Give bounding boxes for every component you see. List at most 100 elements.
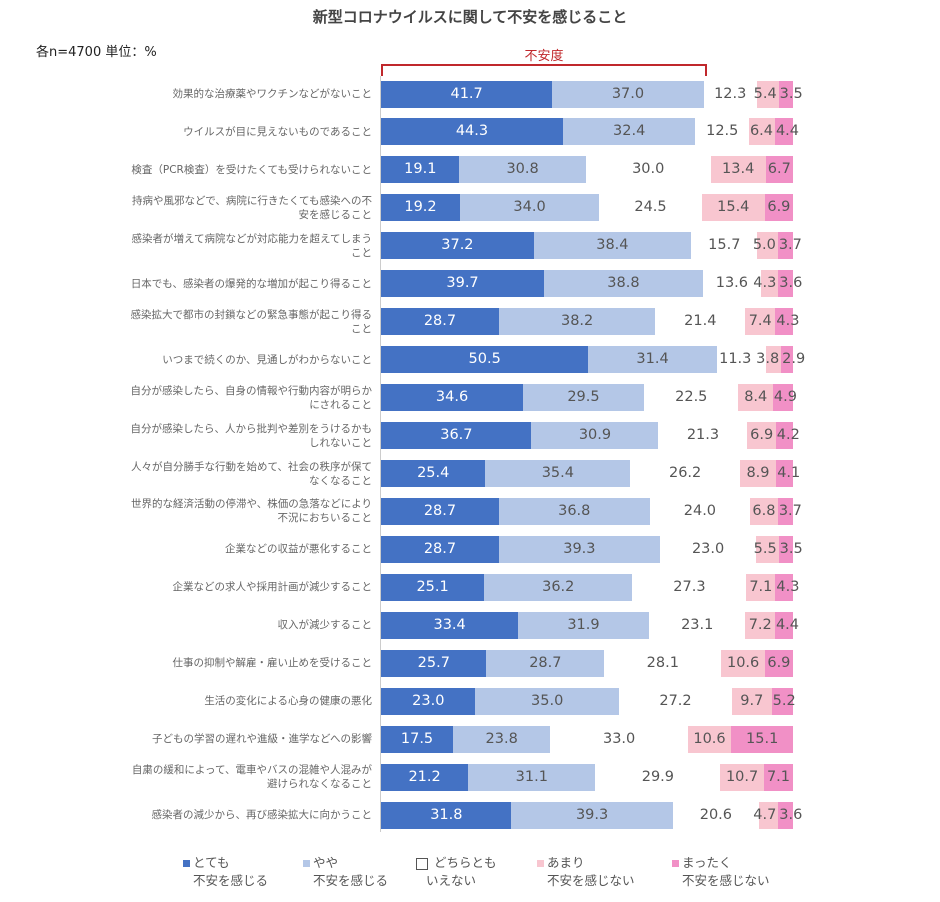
category-label: 自分が感染したら、自身の情報や行動内容が明らかにされること (130, 384, 373, 411)
somewhat-anxious-bar (522, 384, 644, 412)
somewhat-anxious-value-label: 35.0 (531, 692, 564, 709)
legend-swatch (303, 860, 310, 867)
neutral-value-label: 27.2 (659, 692, 692, 709)
somewhat-anxious-value-label: 38.2 (560, 313, 594, 330)
not-at-all-anxious-value-label: 3.5 (779, 85, 803, 102)
somewhat-anxious-value-label: 36.8 (558, 502, 591, 519)
very-anxious-bar (381, 460, 486, 487)
not-at-all-anxious-bar (774, 611, 793, 639)
not-very-anxious-bar (760, 270, 779, 298)
somewhat-anxious-bar (562, 118, 696, 146)
very-anxious-value-label: 28.7 (423, 540, 457, 557)
not-very-anxious-value-label: 10.6 (726, 654, 760, 671)
not-at-all-anxious-bar (764, 194, 793, 222)
category-label: いつまで続くのか、見通しがわからないこと (162, 353, 372, 366)
legend-item: あまり不安を感じない (537, 854, 635, 890)
very-anxious-value-label: 17.5 (400, 730, 434, 747)
not-at-all-anxious-value-label: 15.1 (746, 730, 779, 747)
very-anxious-value-label: 28.7 (423, 502, 457, 519)
somewhat-anxious-value-label: 39.3 (575, 806, 609, 823)
somewhat-anxious-bar (467, 763, 596, 791)
not-very-anxious-bar (749, 497, 778, 525)
not-at-all-anxious-bar (771, 687, 793, 715)
not-at-all-anxious-value-label: 6.7 (767, 161, 791, 178)
very-anxious-bar (381, 118, 563, 146)
somewhat-anxious-bar (511, 801, 673, 829)
somewhat-anxious-value-label: 30.9 (578, 427, 612, 444)
neutral-value-label: 24.0 (683, 502, 717, 519)
not-at-all-anxious-value-label: 4.1 (777, 465, 801, 481)
very-anxious-bar (381, 497, 499, 525)
not-at-all-anxious-value-label: 6.9 (767, 199, 791, 216)
somewhat-anxious-bar (498, 497, 650, 525)
not-at-all-anxious-bar (774, 118, 793, 146)
not-very-anxious-value-label: 6.4 (749, 123, 774, 140)
legend-label: 不安を感じない (547, 873, 635, 888)
not-very-anxious-value-label: 9.7 (740, 692, 764, 709)
very-anxious-value-label: 36.7 (440, 427, 473, 444)
legend-label: 不安を感じる (193, 873, 269, 888)
very-anxious-bar (381, 232, 534, 260)
not-very-anxious-value-label: 5.0 (752, 237, 776, 254)
not-at-all-anxious-value-label: 4.9 (773, 389, 797, 406)
not-at-all-anxious-bar (778, 801, 793, 829)
not-at-all-anxious-value-label: 5.2 (772, 692, 796, 709)
somewhat-anxious-value-label: 39.3 (563, 540, 596, 557)
very-anxious-value-label: 19.2 (404, 199, 437, 216)
legend-swatch (183, 860, 190, 867)
not-at-all-anxious-bar (731, 725, 793, 753)
very-anxious-value-label: 33.4 (433, 616, 466, 633)
not-very-anxious-value-label: 10.6 (693, 730, 726, 747)
category-label: 生活の変化による心身の健康の悪化 (204, 695, 372, 708)
somewhat-anxious-bar (483, 573, 633, 601)
somewhat-anxious-value-label: 38.4 (596, 237, 629, 254)
not-at-all-anxious-bar (775, 573, 793, 601)
not-very-anxious-bar (756, 535, 779, 563)
somewhat-anxious-bar (517, 611, 649, 639)
legend-label: 不安を感じる (313, 873, 389, 888)
somewhat-anxious-bar (551, 80, 704, 108)
somewhat-anxious-value-label: 28.7 (529, 654, 562, 671)
neutral-value-label: 22.5 (675, 389, 708, 406)
not-at-all-anxious-bar (778, 535, 793, 563)
not-very-anxious-value-label: 13.4 (722, 161, 755, 178)
very-anxious-value-label: 37.2 (441, 237, 474, 254)
very-anxious-bar (381, 80, 552, 108)
category-label: 効果的な治療薬やワクチンなどがないこと (172, 88, 373, 100)
somewhat-anxious-value-label: 31.4 (636, 351, 669, 368)
legend-swatch (537, 860, 544, 867)
legend-item: とても 不安を感じる (183, 854, 268, 890)
somewhat-anxious-value-label: 30.8 (506, 161, 539, 178)
somewhat-anxious-value-label: 34.0 (513, 199, 546, 216)
very-anxious-value-label: 50.5 (468, 351, 501, 368)
not-very-anxious-bar (710, 156, 766, 184)
somewhat-anxious-value-label: 38.8 (607, 275, 640, 292)
very-anxious-bar (381, 801, 512, 829)
not-very-anxious-bar (757, 232, 778, 260)
category-label: 感染者の減少から、再び感染拡大に向かうこと (151, 809, 373, 822)
legend-label: とても (193, 855, 230, 870)
not-very-anxious-value-label: 4.3 (753, 275, 777, 292)
not-at-all-anxious-bar (775, 422, 793, 450)
legend-label: あまり (547, 855, 585, 870)
legend-item: まったく 不安を感じない (672, 854, 770, 890)
not-very-anxious-value-label: 3.8 (756, 351, 780, 368)
bracket-label: 不安度 (524, 49, 564, 64)
category-label: 日本でも、感染者の爆発的な増加が起こり得ること (130, 277, 372, 290)
very-anxious-value-label: 19.1 (404, 161, 437, 178)
not-very-anxious-value-label: 6.9 (750, 427, 774, 444)
not-very-anxious-value-label: 6.8 (752, 502, 776, 519)
very-anxious-value-label: 25.1 (416, 578, 449, 595)
neutral-value-label: 11.3 (719, 351, 752, 368)
very-anxious-bar (381, 384, 523, 412)
very-anxious-value-label: 41.7 (450, 85, 483, 102)
category-label: 自粛の緩和によって、電車やバスの混雑や人混みが避けられなくなること (131, 764, 372, 791)
not-at-all-anxious-bar (775, 308, 793, 336)
somewhat-anxious-value-label: 29.5 (567, 389, 600, 406)
not-at-all-anxious-value-label: 4.3 (776, 313, 800, 330)
neutral-value-label: 24.5 (634, 199, 667, 216)
legend-swatch (416, 857, 428, 870)
somewhat-anxious-value-label: 35.4 (541, 465, 574, 481)
not-at-all-anxious-bar (763, 763, 793, 791)
category-label: ウイルスが目に見えないものであること (183, 125, 372, 138)
